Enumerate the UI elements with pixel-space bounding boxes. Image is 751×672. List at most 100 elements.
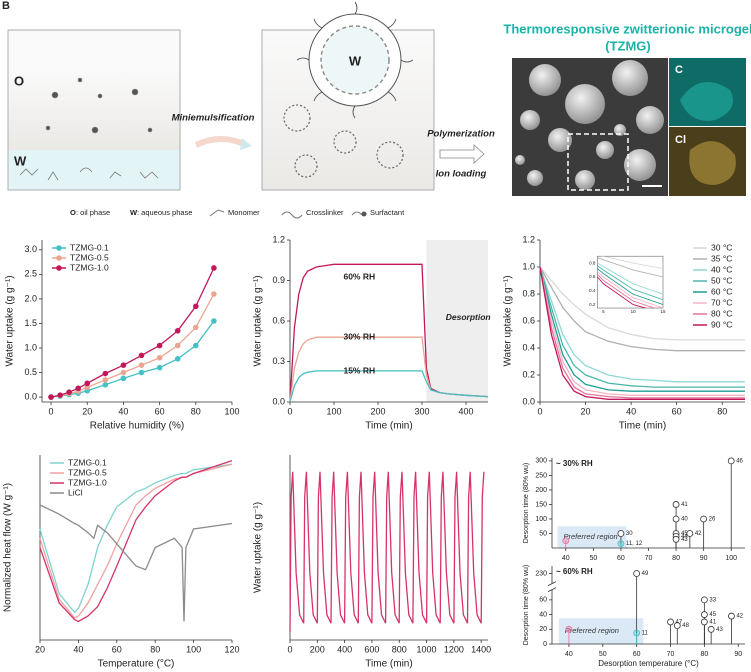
data-point (156, 342, 163, 349)
x-tick-label: 40 (626, 406, 636, 416)
x-tick-label: 20 (581, 406, 591, 416)
y-tick-label: 2.0 (24, 293, 37, 303)
x-tick-label: 1000 (417, 644, 437, 654)
data-point (707, 625, 715, 633)
data-point (686, 530, 694, 537)
x-tick-label: 400 (337, 644, 352, 654)
data-point (84, 380, 91, 387)
y-tick-label: 0.2 (522, 369, 535, 379)
y-axis-label: Water uptake (g g⁻¹) (253, 275, 264, 366)
data-point (66, 389, 72, 395)
series-line (539, 266, 745, 383)
x-tick-label: 1200 (444, 644, 464, 654)
y-tick-label: 50 (539, 530, 547, 537)
legend-label: 40 °C (711, 264, 732, 274)
series-line (539, 266, 745, 341)
legend-label: 50 °C (711, 275, 732, 285)
y-axis-label: Water uptake (g g⁻¹) (253, 502, 264, 593)
data-point (193, 324, 199, 331)
y-tick-label: 0 (543, 641, 547, 648)
series-line (289, 370, 489, 403)
step-label: Miniemulsification (172, 113, 255, 124)
x-axis-label: Relative humidity (%) (90, 421, 184, 432)
legend-marker (56, 255, 62, 261)
point-label: 26 (709, 517, 716, 523)
map-label: Cl (675, 134, 686, 146)
chart-title: ~ 30% RH (556, 459, 593, 468)
x-tick-label: 60 (633, 651, 641, 658)
x-tick-label: 80 (717, 406, 727, 416)
x-tick-label: 600 (364, 644, 379, 654)
point-label: 42 (695, 531, 702, 537)
x-tick-label: 400 (458, 406, 473, 416)
series-line (39, 459, 233, 623)
series-line (39, 463, 233, 614)
data-point (120, 362, 127, 368)
x-tick-label: 40 (565, 651, 573, 658)
data-point (700, 611, 708, 618)
x-tick-label: 60 (112, 644, 122, 654)
data-point (617, 530, 625, 537)
series-line (50, 293, 215, 398)
surfactant-icon (361, 211, 367, 217)
preferred-region (557, 526, 627, 548)
desorption-region (426, 240, 488, 402)
preferred-region (558, 618, 644, 644)
x-tick-label: 300 (414, 406, 429, 416)
product-abbr: (TZMG) (605, 38, 650, 53)
x-tick-label: 20 (82, 406, 92, 416)
chart-title: ~ 60% RH (556, 567, 593, 576)
y-tick-label: 60 (539, 597, 547, 604)
y-tick-label: 0.8 (522, 288, 535, 298)
data-point (672, 501, 680, 508)
y-tick-label: 0.5 (24, 367, 37, 377)
eds-map-cl (669, 127, 746, 196)
legend-label: TZMG-0.1 (70, 242, 109, 252)
data-point (672, 535, 680, 543)
x-tick-label: 0 (49, 406, 54, 416)
legend-label: 70 °C (711, 297, 732, 307)
y-tick-label: 20 (539, 626, 547, 633)
y-tick-label: 0.4 (522, 342, 535, 352)
y-tick-label: 0.9 (272, 275, 285, 285)
legend-key: W (130, 208, 138, 217)
inset-y-tick-label: 0.2 (589, 302, 596, 307)
data-point (617, 540, 625, 548)
data-point (48, 394, 54, 400)
x-tick-label: 60 (155, 406, 165, 416)
data-point (211, 265, 217, 271)
inset-y-tick-label: 0.8 (589, 260, 596, 265)
y-tick-label: 250 (535, 472, 547, 479)
y-tick-label: 40 (539, 611, 547, 618)
inset-line (597, 257, 664, 278)
axis-break (548, 583, 556, 590)
data-point (700, 515, 708, 523)
annotation: 15% RH (343, 365, 375, 375)
x-tick-label: 70 (645, 555, 653, 562)
series-line (50, 267, 215, 398)
water-label: W (14, 153, 27, 168)
step-label: Polymerization (427, 129, 495, 140)
data-point (84, 384, 91, 391)
inset-y-tick-label: 0.4 (589, 288, 596, 293)
data-point (120, 369, 127, 376)
legend-key: O (70, 208, 76, 217)
y-tick-label: 0.6 (522, 315, 535, 325)
legend-label: 35 °C (711, 253, 732, 263)
data-point (138, 362, 145, 368)
region-label: Preferred region (564, 532, 618, 541)
data-point (174, 342, 181, 349)
data-point (667, 618, 674, 626)
data-point (120, 375, 127, 382)
x-tick-label: 90 (700, 555, 708, 562)
x-tick-label: 0 (537, 406, 542, 416)
point-label: 44 (681, 534, 688, 540)
x-tick-label: 70 (667, 651, 675, 658)
data-point (633, 629, 641, 637)
x-tick-label: 60 (672, 406, 682, 416)
x-axis-label: Time (min) (365, 659, 412, 670)
inset-x-tick-label: 10 (631, 309, 637, 314)
oil-label: O (14, 73, 24, 88)
x-tick-label: 200 (370, 406, 385, 416)
data-point (700, 596, 708, 604)
